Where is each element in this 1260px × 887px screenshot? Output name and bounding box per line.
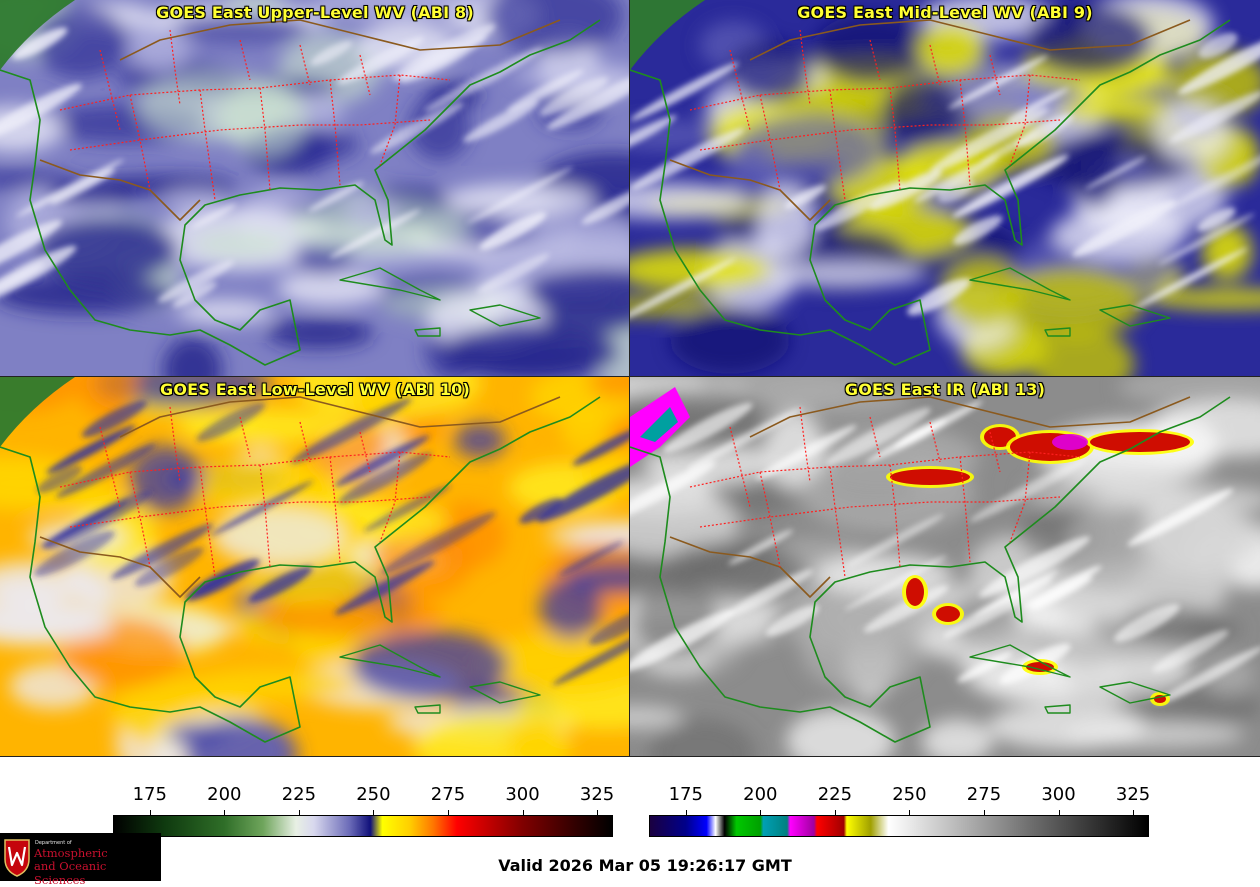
wv-colorbar-tick — [597, 810, 599, 816]
valid-time: Valid 2026 Mar 05 19:26:17 GMT — [498, 856, 792, 875]
upper-level-wv-title: GOES East Upper-Level WV (ABI 8) — [156, 3, 474, 22]
low-level-wv-title: GOES East Low-Level WV (ABI 10) — [159, 380, 470, 399]
ir-colorbar-tick-label: 200 — [743, 784, 778, 805]
ir-colorbar-tick-label: 225 — [817, 784, 853, 805]
ir-colorbar-tick — [760, 810, 762, 816]
wv-colorbar-tick — [224, 810, 226, 816]
uw-crest-icon — [4, 839, 30, 877]
wv-colorbar-tick-label: 275 — [430, 784, 466, 805]
ir-colorbar-tick — [1058, 810, 1060, 816]
wv-colorbar: 175 200 225 250 275 300 325 — [113, 784, 614, 837]
wv-colorbar-tick — [447, 810, 449, 816]
ir-image — [630, 377, 1260, 757]
wv-colorbar-tick-label: 175 — [132, 784, 167, 805]
ir-colorbar-tick — [909, 810, 911, 816]
ir-title: GOES East IR (ABI 13) — [844, 380, 1046, 399]
wv-colorbar-tick — [373, 810, 375, 816]
logo-line2: and Oceanic Sciences — [34, 859, 107, 887]
ir-panel: GOES East IR (ABI 13) — [630, 377, 1260, 757]
mid-level-wv-title: GOES East Mid-Level WV (ABI 9) — [797, 3, 1093, 22]
ir-colorbar-tick — [834, 810, 836, 816]
wv-colorbar-tick-label: 300 — [505, 784, 540, 805]
wv-colorbar-tick — [522, 810, 524, 816]
ir-colorbar-tick-label: 250 — [892, 784, 927, 805]
wv-colorbar-tick-label: 325 — [579, 784, 615, 805]
ir-colorbar-tick-label: 275 — [966, 784, 1002, 805]
wv-colorbar-tick-label: 250 — [356, 784, 391, 805]
ir-colorbar-tick-label: 300 — [1041, 784, 1076, 805]
low-level-wv-panel: GOES East Low-Level WV (ABI 10) — [0, 377, 630, 757]
mid-level-wv-image — [630, 0, 1260, 377]
wv-colorbar-tick-label: 225 — [281, 784, 317, 805]
low-level-wv-image — [0, 377, 630, 757]
logo-line1: Atmospheric — [34, 846, 108, 860]
panel-divider-horizontal — [0, 376, 1260, 377]
panel-divider-vertical — [629, 0, 630, 757]
upper-level-wv-image — [0, 0, 630, 377]
ir-colorbar-tick-label: 325 — [1115, 784, 1151, 805]
ir-colorbar-tick — [983, 810, 985, 816]
mid-level-wv-panel: GOES East Mid-Level WV (ABI 9) — [630, 0, 1260, 377]
ir-colorbar: 175 200 225 250 275 300 325 — [649, 784, 1150, 837]
wv-colorbar-tick — [149, 810, 151, 816]
upper-level-wv-panel: GOES East Upper-Level WV (ABI 8) — [0, 0, 630, 377]
ir-colorbar-tick — [1133, 810, 1135, 816]
wv-colorbar-tick-label: 200 — [207, 784, 242, 805]
panel-bottom-border — [0, 756, 1260, 757]
ir-colorbar-tick-label: 175 — [668, 784, 703, 805]
wv-colorbar-tick — [298, 810, 300, 816]
aos-logo: Department of Atmospheric and Oceanic Sc… — [0, 833, 161, 887]
ir-colorbar-tick — [685, 810, 687, 816]
logo-department: Department of — [35, 840, 72, 846]
